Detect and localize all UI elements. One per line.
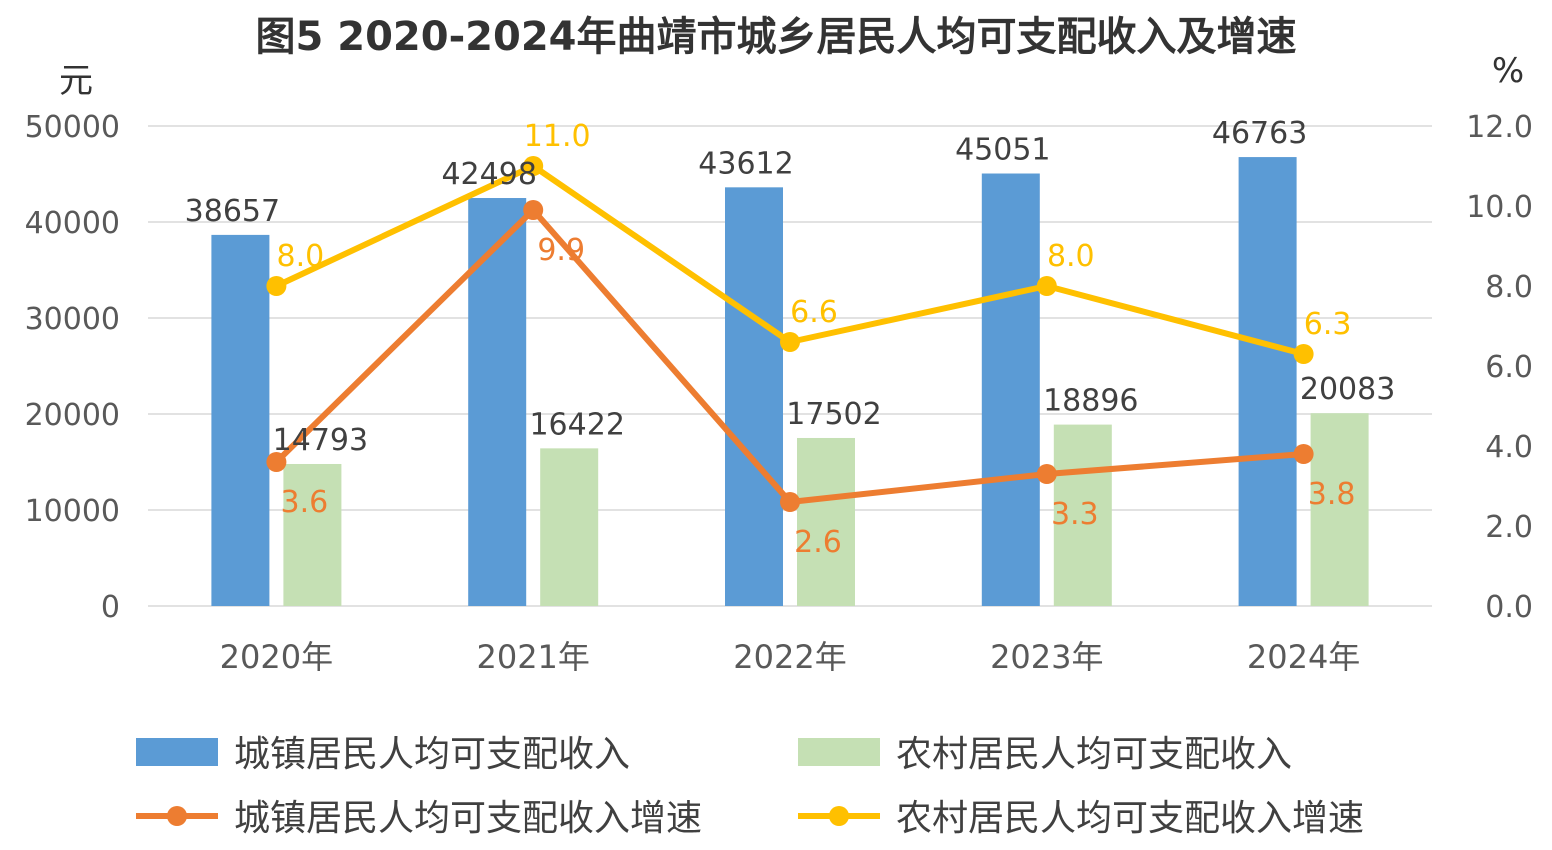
right-tick-label: 12.0 bbox=[1466, 110, 1533, 145]
rural-growth-point bbox=[523, 156, 544, 176]
legend-swatch bbox=[136, 738, 218, 766]
rural-income-label: 14793 bbox=[273, 423, 368, 458]
left-tick-label: 40000 bbox=[25, 206, 120, 241]
grid-lines bbox=[148, 125, 1432, 607]
rural-growth-point bbox=[1293, 344, 1314, 364]
urban-growth-label: 3.6 bbox=[281, 485, 329, 520]
urban-growth-point bbox=[1293, 444, 1314, 464]
urban-growth-label: 2.6 bbox=[794, 525, 842, 560]
rural-income-bar bbox=[283, 463, 342, 606]
legend-label: 农村居民人均可支配收入 bbox=[896, 734, 1292, 775]
legend-item: 农村居民人均可支配收入增速 bbox=[798, 798, 1364, 839]
rural-growth-point bbox=[1036, 276, 1057, 296]
urban-growth-label: 3.3 bbox=[1051, 497, 1099, 532]
right-tick-label: 0.0 bbox=[1485, 590, 1533, 625]
urban-income-bar bbox=[725, 187, 783, 606]
urban-growth-line bbox=[274, 207, 1304, 505]
x-tick-label: 2023年 bbox=[990, 638, 1103, 676]
urban-growth-point bbox=[266, 452, 287, 472]
rural-income-label: 16422 bbox=[529, 407, 624, 442]
data-labels: 38657 42498 43612 45051 46763 14793 16422 17502… bbox=[185, 116, 1396, 560]
left-tick-label: 20000 bbox=[25, 398, 120, 433]
right-axis-unit: % bbox=[1492, 51, 1524, 91]
left-tick-label: 10000 bbox=[25, 494, 120, 529]
x-tick-label: 2021年 bbox=[476, 638, 589, 676]
rural-income-bar bbox=[1053, 424, 1112, 606]
right-tick-label: 2.0 bbox=[1485, 510, 1533, 545]
right-tick-label: 6.0 bbox=[1485, 350, 1533, 385]
urban-income-bar bbox=[1238, 157, 1297, 606]
rural-income-bar bbox=[797, 437, 855, 606]
right-tick-label: 8.0 bbox=[1485, 270, 1533, 305]
rural-growth-point bbox=[780, 332, 800, 352]
legend-marker bbox=[829, 806, 849, 826]
left-tick-label: 50000 bbox=[25, 110, 120, 145]
lines bbox=[266, 156, 1314, 512]
urban-growth-point bbox=[523, 200, 544, 220]
right-tick-label: 10.0 bbox=[1466, 190, 1533, 225]
legend-swatch bbox=[798, 738, 880, 766]
rural-income-bar bbox=[1310, 413, 1369, 606]
urban-income-bar bbox=[981, 173, 1040, 606]
urban-income-bar bbox=[211, 234, 270, 606]
urban-income-label: 46763 bbox=[1212, 116, 1307, 151]
right-axis-ticks: 0.0 2.0 4.0 6.0 8.0 10.0 12.0 bbox=[1466, 110, 1533, 625]
rural-growth-label: 8.0 bbox=[1047, 239, 1095, 274]
rural-income-bar bbox=[540, 448, 599, 606]
urban-growth-point bbox=[780, 492, 800, 512]
legend-label: 农村居民人均可支配收入增速 bbox=[896, 798, 1364, 839]
right-tick-label: 4.0 bbox=[1485, 430, 1533, 465]
rural-income-label: 20083 bbox=[1300, 372, 1395, 407]
legend-item: 城镇居民人均可支配收入 bbox=[136, 734, 630, 775]
chart-title: 图5 2020-2024年曲靖市城乡居民人均可支配收入及增速 bbox=[255, 14, 1296, 60]
legend-item: 农村居民人均可支配收入 bbox=[798, 734, 1292, 775]
left-tick-label: 30000 bbox=[25, 302, 120, 337]
left-axis-ticks: 0 10000 20000 30000 40000 50000 bbox=[25, 110, 120, 625]
rural-growth-label: 6.3 bbox=[1304, 307, 1352, 342]
left-tick-label: 0 bbox=[101, 590, 120, 625]
legend-label: 城镇居民人均可支配收入 bbox=[234, 734, 630, 775]
urban-income-label: 42498 bbox=[441, 157, 536, 192]
urban-income-label: 38657 bbox=[185, 194, 280, 229]
rural-growth-label: 8.0 bbox=[277, 239, 325, 274]
x-tick-label: 2022年 bbox=[733, 638, 846, 676]
urban-growth-label: 3.8 bbox=[1308, 477, 1356, 512]
rural-growth-point bbox=[266, 276, 287, 296]
legend-marker bbox=[167, 806, 187, 826]
urban-income-label: 43612 bbox=[698, 146, 793, 181]
urban-income-label: 45051 bbox=[955, 133, 1050, 168]
rural-growth-label: 11.0 bbox=[524, 119, 591, 154]
urban-income-bar bbox=[468, 198, 527, 606]
x-axis-ticks: 2020年 2021年 2022年 2023年 2024年 bbox=[220, 638, 1361, 676]
legend-item: 城镇居民人均可支配收入增速 bbox=[136, 798, 702, 839]
rural-income-label: 18896 bbox=[1043, 384, 1138, 419]
legend-label: 城镇居民人均可支配收入增速 bbox=[234, 798, 702, 839]
rural-growth-label: 6.6 bbox=[790, 295, 838, 330]
x-tick-label: 2024年 bbox=[1247, 638, 1360, 676]
x-tick-label: 2020年 bbox=[220, 638, 333, 676]
urban-growth-point bbox=[1036, 464, 1057, 484]
rural-income-label: 17502 bbox=[786, 397, 881, 432]
urban-growth-label: 9.9 bbox=[537, 233, 585, 268]
left-axis-unit: 元 bbox=[59, 61, 93, 101]
bars bbox=[211, 157, 1369, 606]
